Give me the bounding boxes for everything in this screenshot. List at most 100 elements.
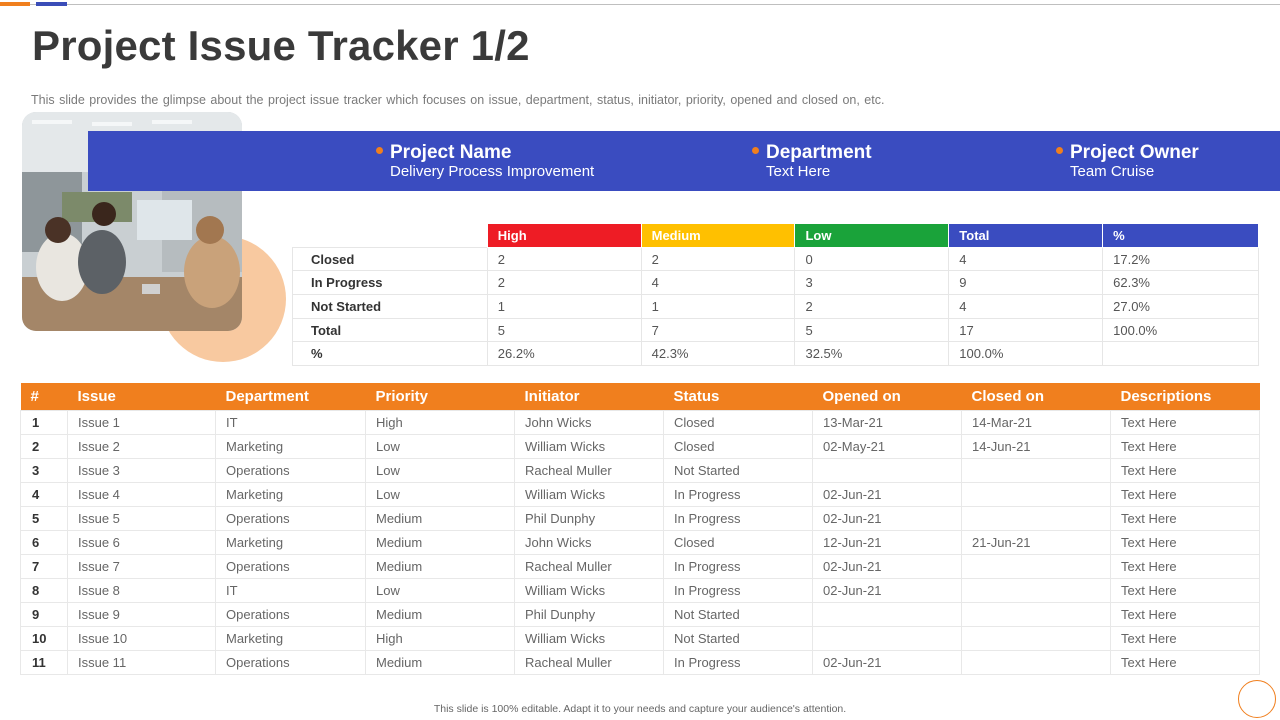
cell-initiator: Racheal Muller — [514, 457, 664, 483]
cell-initiator: William Wicks — [514, 481, 664, 507]
cell-closed-on — [961, 649, 1111, 675]
cell-closed-on — [961, 457, 1111, 483]
cell-status: In Progress — [663, 505, 813, 531]
cell-priority: Medium — [365, 553, 515, 579]
cell-issue: Issue 8 — [67, 577, 216, 603]
cell-closed-on — [961, 625, 1111, 651]
slide-subtitle: This slide provides the glimpse about th… — [31, 93, 885, 107]
summary-row-label: Not Started — [292, 294, 488, 319]
summary-cell: 0 — [794, 246, 950, 272]
summary-cell: 1 — [640, 294, 796, 319]
summary-cell: 100.0% — [948, 341, 1104, 367]
summary-cell: 4 — [948, 246, 1104, 272]
department-title: Department — [766, 142, 872, 163]
accent-bar-blue — [36, 2, 67, 6]
cell-number: 3 — [20, 457, 68, 483]
summary-cell: 42.3% — [640, 341, 796, 367]
summary-header-medium: Medium — [640, 223, 796, 248]
cell-department: Operations — [215, 649, 366, 675]
project-name-block: Project Name Delivery Process Improvemen… — [376, 143, 594, 181]
summary-cell: 5 — [486, 317, 642, 343]
cell-department: IT — [215, 577, 366, 603]
col-header-issue: Issue — [67, 383, 216, 410]
summary-corner — [292, 223, 488, 248]
cell-issue: Issue 4 — [67, 481, 216, 507]
col-header-opened-on: Opened on — [812, 383, 962, 410]
cell-number: 8 — [20, 577, 68, 603]
table-row: 10 Issue 10 Marketing High William Wicks Not … — [20, 625, 1260, 651]
summary-header-low: Low — [794, 223, 950, 248]
summary-cell: 17 — [948, 317, 1104, 343]
table-row: 3 Issue 3 Operations Low Racheal Muller Not S… — [20, 457, 1260, 483]
summary-cell: 4 — [948, 294, 1104, 319]
cell-number: 5 — [20, 505, 68, 531]
table-row: 5 Issue 5 Operations Medium Phil Dunphy In Pr… — [20, 505, 1260, 531]
cell-closed-on: 14-Jun-21 — [961, 433, 1111, 459]
cell-number: 2 — [20, 433, 68, 459]
cell-number: 11 — [20, 649, 68, 675]
summary-cell: 7 — [640, 317, 796, 343]
cell-department: Marketing — [215, 433, 366, 459]
bullet-icon — [752, 147, 759, 155]
cell-description: Text Here — [1110, 625, 1260, 651]
summary-header-total: Total — [948, 223, 1104, 248]
cell-status: Closed — [663, 409, 813, 435]
cell-department: Operations — [215, 457, 366, 483]
summary-header-row: High Medium Low Total % — [292, 223, 1259, 248]
project-name-value: Delivery Process Improvement — [390, 163, 595, 180]
col-header-closed-on: Closed on — [961, 383, 1111, 410]
cell-department: Marketing — [215, 481, 366, 507]
cell-description: Text Here — [1110, 433, 1260, 459]
summary-cell — [1102, 341, 1259, 367]
department-value: Text Here — [766, 163, 831, 180]
cell-initiator: William Wicks — [514, 625, 664, 651]
cell-initiator: Phil Dunphy — [514, 505, 664, 531]
bullet-icon — [1056, 147, 1063, 155]
cell-priority: High — [365, 409, 515, 435]
cell-priority: Low — [365, 457, 515, 483]
summary-row-label: In Progress — [292, 270, 488, 296]
summary-row: % 26.2% 42.3% 32.5% 100.0% — [292, 341, 1259, 367]
cell-status: Not Started — [663, 601, 813, 627]
cell-opened-on: 02-Jun-21 — [812, 577, 962, 603]
cell-closed-on: 21-Jun-21 — [961, 529, 1111, 555]
cell-issue: Issue 1 — [67, 409, 216, 435]
cell-description: Text Here — [1110, 457, 1260, 483]
cell-issue: Issue 3 — [67, 457, 216, 483]
summary-cell: 2 — [640, 246, 796, 272]
summary-cell: 9 — [948, 270, 1104, 296]
cell-opened-on — [812, 625, 962, 651]
project-owner-block: Project Owner Team Cruise — [1056, 143, 1199, 181]
cell-number: 4 — [20, 481, 68, 507]
col-header-initiator: Initiator — [514, 383, 664, 410]
summary-cell: 62.3% — [1102, 270, 1259, 296]
summary-row-label: Total — [292, 317, 488, 343]
cell-initiator: John Wicks — [514, 409, 664, 435]
summary-row: Not Started 1 1 2 4 27.0% — [292, 294, 1259, 319]
cell-closed-on: 14-Mar-21 — [961, 409, 1111, 435]
col-header-descriptions: Descriptions — [1110, 383, 1260, 410]
cell-department: Marketing — [215, 625, 366, 651]
summary-row: In Progress 2 4 3 9 62.3% — [292, 270, 1259, 296]
project-owner-value: Team Cruise — [1070, 163, 1155, 180]
summary-cell: 17.2% — [1102, 246, 1259, 272]
cell-description: Text Here — [1110, 553, 1260, 579]
slide-title: Project Issue Tracker 1/2 — [32, 22, 530, 69]
summary-row: Total 5 7 5 17 100.0% — [292, 317, 1259, 343]
cell-issue: Issue 9 — [67, 601, 216, 627]
cell-opened-on: 02-May-21 — [812, 433, 962, 459]
col-header-department: Department — [215, 383, 366, 410]
footer-note: This slide is 100% editable. Adapt it to… — [433, 703, 847, 715]
cell-number: 6 — [20, 529, 68, 555]
cell-description: Text Here — [1110, 601, 1260, 627]
summary-row: Closed 2 2 0 4 17.2% — [292, 246, 1259, 272]
cell-initiator: Racheal Muller — [514, 553, 664, 579]
cell-priority: Low — [365, 481, 515, 507]
accent-bar-orange — [0, 2, 30, 6]
issues-header-row: # Issue Department Priority Initiator St… — [20, 383, 1260, 410]
cell-number: 10 — [20, 625, 68, 651]
cell-priority: Low — [365, 577, 515, 603]
table-row: 6 Issue 6 Marketing Medium John Wicks Closed 1… — [20, 529, 1260, 555]
summary-cell: 2 — [486, 246, 642, 272]
cell-closed-on — [961, 601, 1111, 627]
